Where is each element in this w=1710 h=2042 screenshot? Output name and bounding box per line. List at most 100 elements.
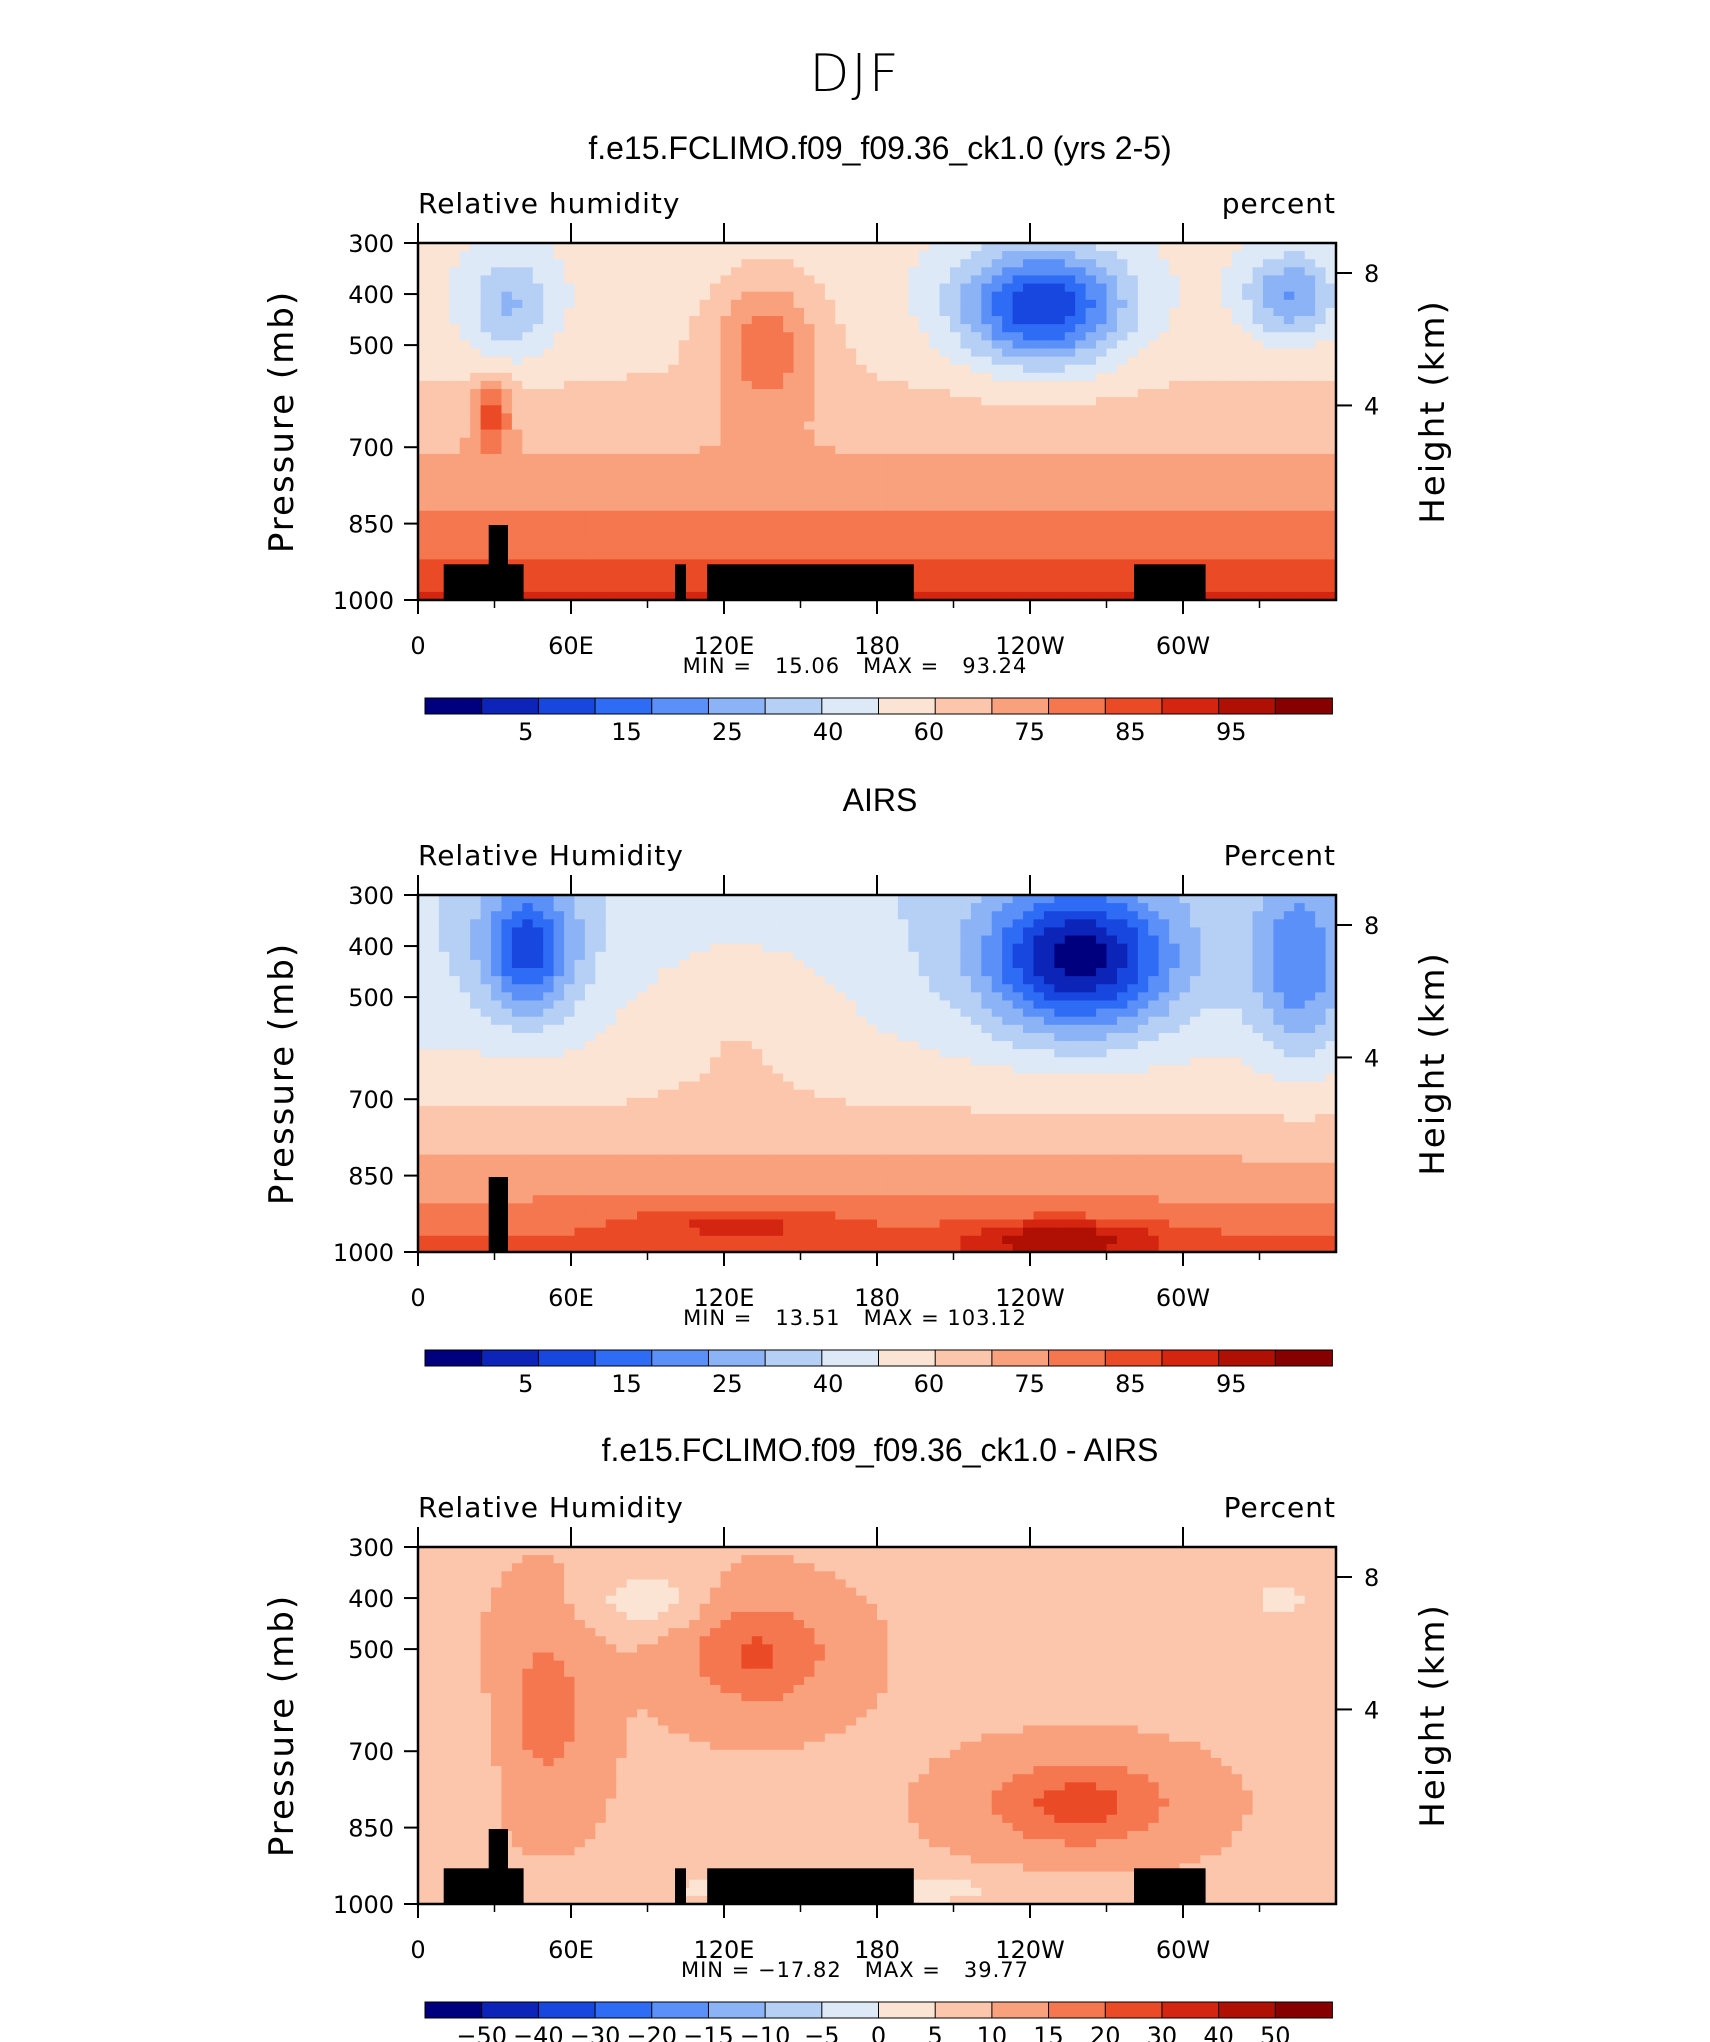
heatmap-cell xyxy=(814,259,825,268)
heatmap-cell xyxy=(1107,251,1118,260)
heatmap-cell xyxy=(1211,462,1222,471)
heatmap-cell xyxy=(950,927,961,936)
heatmap-cell xyxy=(1253,903,1264,912)
heatmap-cell xyxy=(1127,243,1138,252)
heatmap-cell xyxy=(1138,944,1149,953)
heatmap-cell xyxy=(1315,543,1326,552)
heatmap-cell xyxy=(616,422,627,431)
heatmap-cell xyxy=(1221,470,1232,479)
heatmap-cell xyxy=(543,486,554,495)
heatmap-cell xyxy=(856,968,867,977)
heatmap-cell xyxy=(564,984,575,993)
heatmap-cell xyxy=(710,511,721,520)
heatmap-cell xyxy=(919,292,930,301)
heatmap-cell xyxy=(554,430,565,439)
heatmap-cell xyxy=(1273,462,1284,471)
heatmap-cell xyxy=(1180,357,1191,366)
heatmap-cell xyxy=(648,495,659,504)
heatmap-cell xyxy=(585,438,596,447)
heatmap-cell xyxy=(929,527,940,536)
heatmap-cell xyxy=(814,454,825,463)
heatmap-cell xyxy=(1002,895,1013,904)
heatmap-cell xyxy=(1075,535,1086,544)
heatmap-cell xyxy=(960,438,971,447)
heatmap-cell xyxy=(574,976,585,985)
heatmap-cell xyxy=(1044,381,1055,390)
heatmap-cell xyxy=(929,911,940,920)
heatmap-cell xyxy=(710,389,721,398)
heatmap-cell xyxy=(856,284,867,293)
heatmap-cell xyxy=(1242,543,1253,552)
heatmap-cell xyxy=(470,960,481,969)
heatmap-cell xyxy=(700,927,711,936)
heatmap-cell xyxy=(637,308,648,317)
heatmap-cell xyxy=(992,267,1003,276)
heatmap-cell xyxy=(606,927,617,936)
heatmap-cell xyxy=(1294,438,1305,447)
heatmap-cell xyxy=(1107,976,1118,985)
heatmap-cell xyxy=(804,527,815,536)
heatmap-cell xyxy=(783,895,794,904)
heatmap-cell xyxy=(1221,535,1232,544)
heatmap-cell xyxy=(1221,381,1232,390)
heatmap-cell xyxy=(835,243,846,252)
heatmap-cell xyxy=(1138,454,1149,463)
heatmap-cell xyxy=(1211,944,1222,953)
heatmap-cell xyxy=(491,251,502,260)
heatmap-cell xyxy=(929,511,940,520)
heatmap-cell xyxy=(668,243,679,252)
heatmap-cell xyxy=(1253,397,1264,406)
heatmap-cell xyxy=(940,259,951,268)
heatmap-cell xyxy=(637,300,648,309)
heatmap-cell xyxy=(1169,316,1180,325)
heatmap-cell xyxy=(1305,919,1316,928)
heatmap-cell xyxy=(1169,478,1180,487)
heatmap-cell xyxy=(1033,413,1044,422)
heatmap-cell xyxy=(1190,300,1201,309)
heatmap-cell xyxy=(721,357,732,366)
heatmap-cell xyxy=(825,438,836,447)
heatmap-cell xyxy=(919,397,930,406)
heatmap-cell xyxy=(512,373,523,382)
heatmap-cell xyxy=(1180,976,1191,985)
heatmap-cell xyxy=(1107,324,1118,333)
heatmap-cell xyxy=(992,422,1003,431)
heatmap-cell xyxy=(783,259,794,268)
heatmap-cell xyxy=(762,543,773,552)
heatmap-cell xyxy=(710,446,721,455)
heatmap-cell xyxy=(731,308,742,317)
heatmap-cell xyxy=(627,413,638,422)
heatmap-cell xyxy=(950,267,961,276)
heatmap-cell xyxy=(981,584,992,593)
heatmap-cell xyxy=(721,405,732,414)
heatmap-cell xyxy=(877,340,888,349)
heatmap-cell xyxy=(648,960,659,969)
heatmap-cell xyxy=(1075,559,1086,568)
heatmap-cell xyxy=(501,952,512,961)
heatmap-cell xyxy=(762,275,773,284)
heatmap-cell xyxy=(679,316,690,325)
heatmap-cell xyxy=(428,952,439,961)
heatmap-cell xyxy=(846,519,857,528)
heatmap-cell xyxy=(773,422,784,431)
heatmap-cell xyxy=(1200,535,1211,544)
heatmap-cell xyxy=(1200,495,1211,504)
heatmap-cell xyxy=(919,389,930,398)
heatmap-cell xyxy=(543,340,554,349)
heatmap-cell xyxy=(1242,486,1253,495)
panel-title: f.e15.FCLIMO.f09_f09.36_ck1.0 (yrs 2-5) xyxy=(430,130,1330,167)
heatmap-cell xyxy=(1253,895,1264,904)
heatmap-cell xyxy=(637,397,648,406)
heatmap-cell xyxy=(846,895,857,904)
heatmap-cell xyxy=(971,503,982,512)
heatmap-cell xyxy=(1075,365,1086,374)
heatmap-cell xyxy=(491,405,502,414)
heatmap-cell xyxy=(731,960,742,969)
heatmap-cell xyxy=(1086,446,1097,455)
heatmap-cell xyxy=(543,389,554,398)
heatmap-cell xyxy=(929,381,940,390)
heatmap-cell xyxy=(752,365,763,374)
heatmap-cell xyxy=(1075,267,1086,276)
heatmap-cell xyxy=(564,284,575,293)
heatmap-cell xyxy=(1117,332,1128,341)
